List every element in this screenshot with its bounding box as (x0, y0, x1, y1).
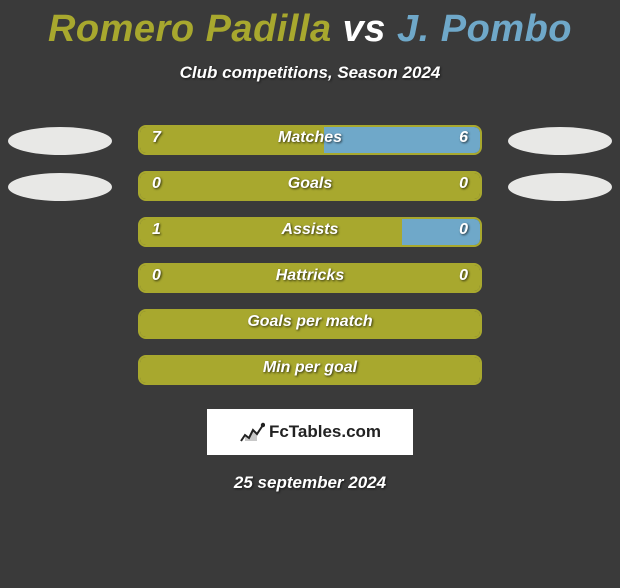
player-marker-right (508, 127, 612, 155)
stat-row: 00Hattricks (0, 261, 620, 307)
player-marker-left (8, 173, 112, 201)
subtitle: Club competitions, Season 2024 (0, 63, 620, 83)
date-label: 25 september 2024 (0, 473, 620, 493)
stat-value-right: 0 (459, 221, 468, 239)
stat-bar-left (140, 127, 324, 153)
logo-text: FcTables.com (269, 422, 381, 442)
title-vs: vs (343, 8, 386, 50)
stat-bar-left (140, 265, 480, 291)
stat-bar-track (138, 217, 482, 247)
stat-value-right: 0 (459, 175, 468, 193)
stat-value-left: 0 (152, 267, 161, 285)
stat-row: 00Goals (0, 169, 620, 215)
player-marker-right (508, 173, 612, 201)
stat-value-left: 0 (152, 175, 161, 193)
stats-container: 76Matches00Goals10Assists00HattricksGoal… (0, 123, 620, 399)
stat-bar-left (140, 357, 480, 383)
stat-bar-track (138, 309, 482, 339)
stat-row: Goals per match (0, 307, 620, 353)
logo-box: FcTables.com (207, 409, 413, 455)
page-title: Romero Padilla vs J. Pombo (0, 8, 620, 51)
stat-value-right: 6 (459, 129, 468, 147)
title-player2: J. Pombo (397, 8, 572, 50)
stat-bar-right (324, 127, 480, 153)
stat-value-left: 1 (152, 221, 161, 239)
stat-bar-right (402, 219, 480, 245)
stat-value-right: 0 (459, 267, 468, 285)
stat-bar-track (138, 355, 482, 385)
fctables-icon (239, 421, 265, 443)
stat-row: Min per goal (0, 353, 620, 399)
stat-row: 10Assists (0, 215, 620, 261)
stat-bar-left (140, 311, 480, 337)
stat-value-left: 7 (152, 129, 161, 147)
title-player1: Romero Padilla (48, 8, 332, 50)
stat-bar-track (138, 263, 482, 293)
stat-row: 76Matches (0, 123, 620, 169)
player-marker-left (8, 127, 112, 155)
stat-bar-left (140, 173, 480, 199)
stat-bar-track (138, 125, 482, 155)
stat-bar-left (140, 219, 402, 245)
stat-bar-track (138, 171, 482, 201)
